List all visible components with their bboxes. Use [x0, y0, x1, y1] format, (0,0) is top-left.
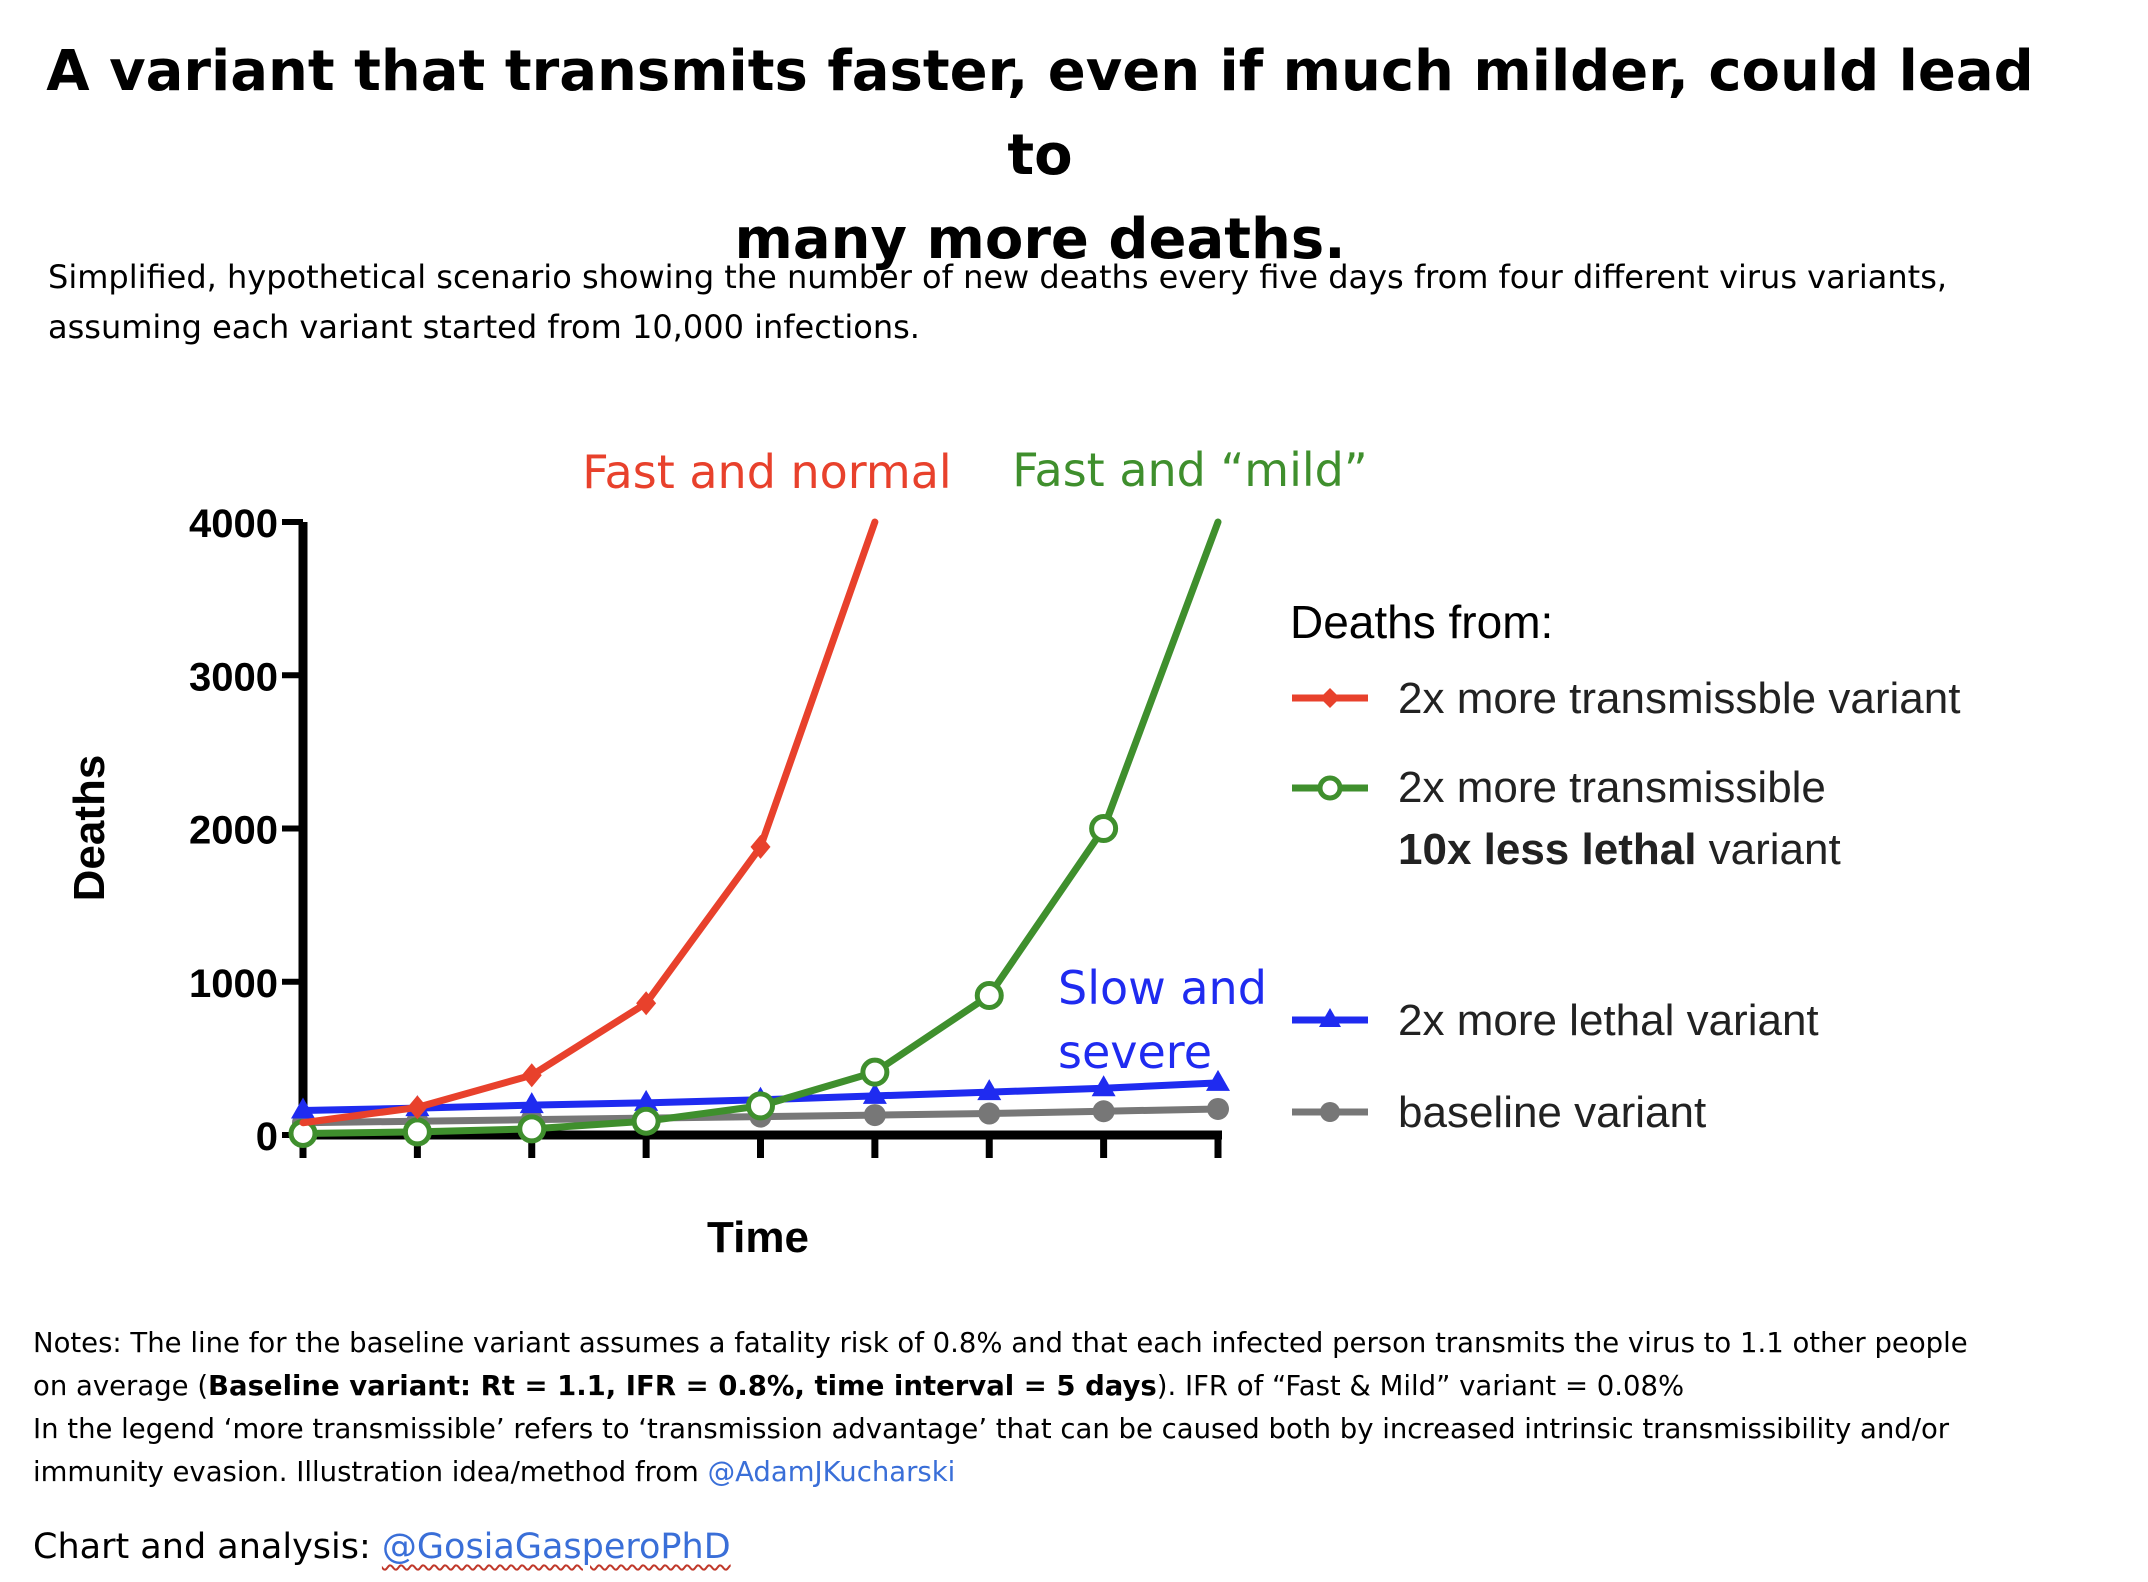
kucharski-link[interactable]: @AdamJKucharski — [707, 1456, 956, 1488]
annotation-fast-mild: Fast and “mild” — [1012, 443, 1367, 497]
subtitle-line-1: Simplified, hypothetical scenario showin… — [48, 258, 1948, 296]
point-slow_severe-6 — [977, 1079, 1002, 1101]
credit: Chart and analysis: @GosiaGasperoPhD — [33, 1525, 1433, 1569]
y-axis-label: Deaths — [65, 755, 114, 902]
legend-item-fast-normal: 2x more transmissble variant — [1292, 674, 1960, 723]
legend-label-fast-mild-2: 10x less lethal variant — [1398, 825, 1841, 874]
point-fast_mild-5 — [860, 1057, 890, 1087]
notes-line-2-bold: Baseline variant: Rt = 1.1, IFR = 0.8%, … — [208, 1370, 1157, 1402]
point-fast_mild-3 — [631, 1106, 661, 1136]
y-tick-label-0: 0 — [256, 1115, 278, 1159]
point-fast_normal-4 — [750, 834, 771, 859]
subtitle: Simplified, hypothetical scenario showin… — [48, 252, 2108, 352]
point-slow_severe-3 — [634, 1089, 659, 1111]
legend-label-fast-mild-bold: 10x less lethal — [1398, 825, 1696, 874]
credit-label: Chart and analysis: — [33, 1527, 382, 1567]
legend-title: Deaths from: — [1290, 596, 1553, 648]
y-tick-label-3000: 3000 — [189, 655, 278, 699]
point-fast_mild-2 — [517, 1114, 547, 1144]
point-fast_mild-4 — [746, 1091, 775, 1121]
notes-line-4-pre: immunity evasion. Illustration idea/meth… — [33, 1456, 708, 1488]
legend-marker-fast-normal — [1320, 688, 1340, 708]
legend-item-fast-mild: 2x more transmissible 10x less lethal va… — [1292, 763, 1841, 874]
point-fast_normal-3 — [636, 991, 657, 1016]
point-fast_mild-1 — [402, 1117, 432, 1147]
point-fast_mild-7 — [1089, 814, 1119, 843]
y-tick-label-2000: 2000 — [189, 809, 278, 853]
notes-line-2-pre: on average ( — [33, 1370, 209, 1402]
series-fast_normal — [299, 518, 879, 1127]
legend-label-fast-normal: 2x more transmissble variant — [1398, 674, 1960, 723]
title-line-1: A variant that transmits faster, even if… — [46, 39, 2034, 188]
legend-label-fast-mild-rest: variant — [1696, 825, 1840, 874]
series-layer — [288, 518, 1230, 1148]
annotation-slow-severe-2: severe — [1058, 1025, 1212, 1079]
notes-line-2: on average (Baseline variant: Rt = 1.1, … — [33, 1365, 2113, 1408]
point-slow_severe-5 — [862, 1082, 887, 1104]
point-fast_normal-2 — [521, 1063, 542, 1088]
credit-handle-link[interactable]: @GosiaGasperoPhD — [381, 1527, 731, 1567]
y-tick-label-4000: 4000 — [189, 502, 278, 546]
legend-marker-fast-mild — [1317, 775, 1343, 801]
legend-label-fast-mild-1: 2x more transmissible — [1398, 763, 1826, 812]
point-baseline-5 — [863, 1104, 886, 1127]
notes-line-4: immunity evasion. Illustration idea/meth… — [33, 1451, 2113, 1494]
legend-item-slow-severe: 2x more lethal variant — [1292, 996, 1819, 1045]
chart: 0 1000 2000 3000 4000 Deaths Time Fast and n… — [65, 443, 1960, 1262]
title-line-2: many more deaths. — [734, 207, 1346, 272]
annotation-slow-severe-1: Slow and — [1058, 961, 1267, 1015]
y-tick-label-1000: 1000 — [189, 962, 278, 1006]
point-baseline-6 — [978, 1102, 1001, 1125]
legend: Deaths from: 2x more transmissble varian… — [1290, 596, 1960, 1137]
legend-marker-baseline — [1320, 1102, 1340, 1122]
point-baseline-8 — [1207, 1097, 1229, 1120]
notes-line-1: Notes: The line for the baseline variant… — [33, 1327, 1968, 1359]
x-axis-label: Time — [707, 1213, 809, 1262]
point-slow_severe-8 — [1206, 1069, 1230, 1091]
series-line-fast_normal — [299, 518, 879, 1127]
legend-item-baseline: baseline variant — [1292, 1088, 1706, 1137]
y-ticks: 0 1000 2000 3000 4000 — [189, 502, 303, 1159]
series-fast_mild — [288, 518, 1222, 1148]
point-baseline-7 — [1092, 1100, 1115, 1123]
point-fast_mild-6 — [974, 981, 1004, 1011]
legend-label-slow-severe: 2x more lethal variant — [1398, 996, 1819, 1045]
point-slow_severe-2 — [519, 1092, 544, 1114]
notes: Notes: The line for the baseline variant… — [33, 1322, 2113, 1494]
notes-line-3: In the legend ‘more transmissible’ refer… — [33, 1413, 1950, 1445]
page-title: A variant that transmits faster, even if… — [40, 30, 2040, 282]
subtitle-line-2: assuming each variant started from 10,00… — [48, 308, 920, 346]
point-slow_severe-7 — [1091, 1075, 1116, 1097]
legend-marker-slow-severe — [1319, 1008, 1341, 1027]
point-slow_severe-0 — [291, 1097, 315, 1119]
annotation-fast-normal: Fast and normal — [582, 445, 951, 499]
point-fast_normal-1 — [407, 1095, 428, 1120]
legend-label-baseline: baseline variant — [1398, 1088, 1706, 1137]
notes-line-2-post: ). IFR of “Fast & Mild” variant = 0.08% — [1156, 1370, 1685, 1402]
